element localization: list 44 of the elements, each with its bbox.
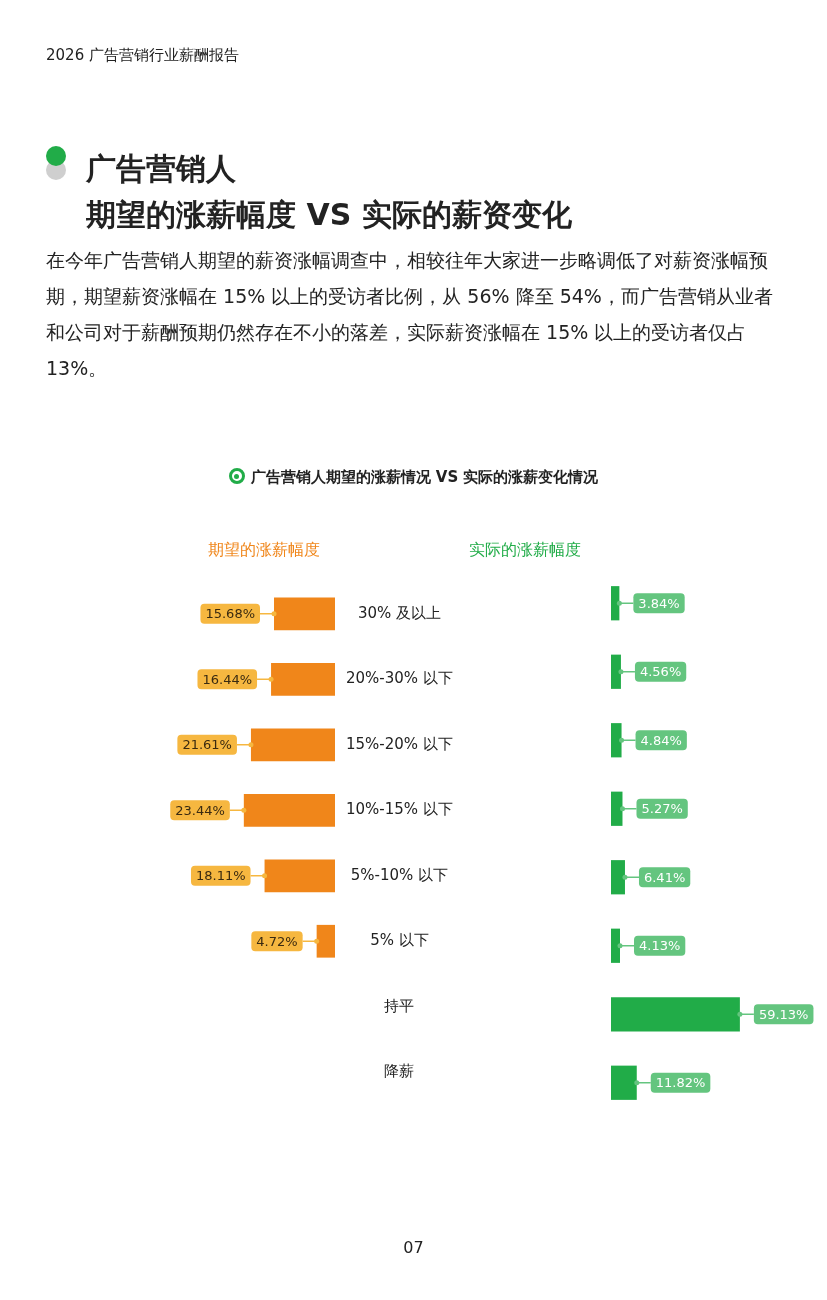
y-tick-label: 20%-30% 以下 — [345, 669, 453, 688]
text: 广告营销人 — [86, 150, 237, 188]
text: 广告营销人期望的涨薪情况 VS 实际的涨薪变化情况 — [250, 468, 599, 486]
bar — [250, 728, 335, 762]
data-label: 4.72% — [256, 933, 298, 949]
chart-title: 期望的涨薪幅度 — [208, 540, 320, 561]
bar — [271, 662, 335, 696]
data-label: 6.41% — [643, 869, 686, 885]
data-label: 16.44% — [202, 671, 253, 687]
data-label: 23.44% — [175, 802, 225, 818]
data-label: 4.84% — [640, 732, 682, 748]
bar — [611, 586, 620, 621]
text: 2026 广告营销行业薪酬报告 — [46, 46, 239, 65]
text: 在今年广告营销人期望的薪资涨幅调查中，相较往年大家进一步略调低了对薪资涨幅预期，期望薪资涨幅在 15% 以上的受访者比例，从 56% 降至 54%，而广告营销从业者和公司对于薪酬预期仍然存在不小的落差，实际薪资涨幅在 15% 以上的受访者仅占 13%。 — [46, 248, 774, 381]
bar — [316, 924, 335, 958]
text: 07 — [402, 1238, 425, 1257]
y-tick-label: 15%-20% 以下 — [345, 734, 453, 753]
data-label: 15.68% — [205, 606, 256, 622]
text: 期望的涨薪幅度 VS 实际的薪资变化 — [86, 196, 572, 234]
bar — [611, 791, 623, 826]
bar — [611, 723, 622, 758]
bar — [611, 860, 625, 895]
data-label: 21.61% — [182, 737, 232, 753]
data-label: 3.84% — [638, 595, 680, 611]
y-tick-label: 5% 以下 — [370, 931, 429, 950]
y-tick-label: 10%-15% 以下 — [345, 800, 453, 819]
bar — [274, 597, 335, 631]
data-label: 4.13% — [638, 938, 681, 954]
y-tick-label: 5%-10% 以下 — [350, 865, 449, 884]
bar — [611, 997, 740, 1032]
bar — [264, 859, 335, 893]
chart-title: 实际的涨薪幅度 — [469, 540, 581, 561]
bar — [243, 793, 335, 827]
data-label: 5.27% — [641, 801, 683, 817]
y-tick-label: 持平 — [384, 996, 415, 1015]
bar — [611, 1065, 637, 1100]
bar — [611, 654, 621, 689]
data-label: 18.11% — [195, 868, 246, 884]
bar — [611, 928, 620, 963]
data-label: 4.56% — [639, 664, 682, 680]
data-label: 59.13% — [758, 1006, 809, 1022]
y-tick-label: 30% 及以上 — [357, 603, 441, 622]
data-label: 11.82% — [655, 1075, 706, 1091]
y-tick-label: 降薪 — [384, 1062, 415, 1081]
